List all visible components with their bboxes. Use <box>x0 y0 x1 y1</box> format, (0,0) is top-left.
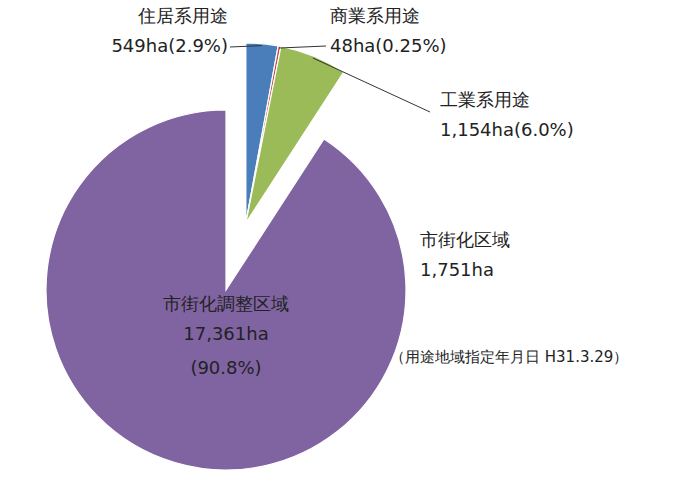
slices <box>46 43 406 470</box>
leader-line <box>230 46 262 47</box>
slice-name: 商業系用途 <box>330 5 420 26</box>
leader-line <box>313 58 430 112</box>
slice-name: 住居系用途 <box>137 5 228 26</box>
data-label: (90.8%) <box>190 357 261 378</box>
chart: 住居系用途 549ha(2.9%) 商業系用途 48ha(0.25%) 工業系用途 1,1… <box>0 0 690 486</box>
annotation: 1,751ha <box>420 259 494 280</box>
pie-slice <box>46 110 406 470</box>
data-labels: 住居系用途 549ha(2.9%) 商業系用途 48ha(0.25%) 工業系用途 1,1… <box>111 5 573 378</box>
data-label: 48ha(0.25%) <box>330 35 447 56</box>
slice-name: 工業系用途 <box>440 89 530 110</box>
data-label: 17,361ha <box>183 323 268 344</box>
annotation: （用途地域指定年月日 H31.3.29） <box>390 348 628 366</box>
leader-line <box>279 46 326 48</box>
annotation: 市街化区域 <box>420 229 510 250</box>
slice-name: 市街化調整区域 <box>163 293 289 314</box>
data-label: 549ha(2.9%) <box>111 35 228 56</box>
data-label: 1,154ha(6.0%) <box>440 119 574 140</box>
